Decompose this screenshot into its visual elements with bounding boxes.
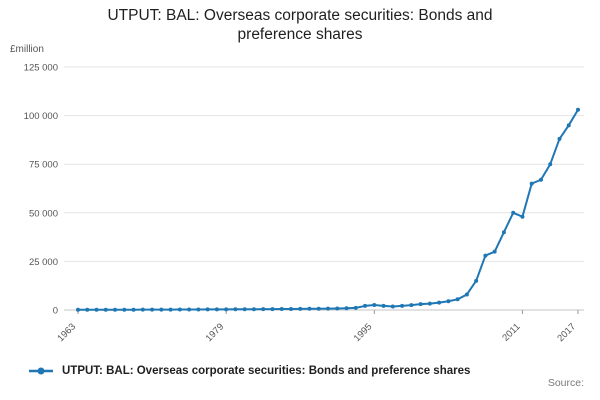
gridlines (64, 66, 584, 311)
legend-label: UTPUT: BAL: Overseas corporate securitie… (62, 365, 471, 377)
x-tick-label: 2011 (500, 321, 522, 343)
chart-title: UTPUT: BAL: Overseas corporate securitie… (107, 7, 493, 43)
y-axis-unit-label: £million (10, 44, 44, 55)
x-tick-label: 2017 (555, 321, 578, 344)
y-tick-label: 100 000 (24, 111, 58, 122)
legend-marker-icon (29, 367, 53, 375)
y-tick-label: 75 000 (29, 160, 58, 171)
y-tick-label: 0 (53, 306, 58, 317)
y-tick-label: 25 000 (29, 257, 58, 268)
source-label: Source: (547, 377, 584, 389)
x-tick-label: 1995 (352, 321, 375, 344)
x-tick-label: 1963 (55, 321, 78, 344)
y-tick-label: 50 000 (29, 208, 58, 219)
y-tick-label: 125 000 (24, 63, 58, 74)
legend: UTPUT: BAL: Overseas corporate securitie… (28, 363, 470, 379)
data-line (77, 108, 579, 311)
line-chart: 0 25 000 50 000 75 000 100 000 125 000 1963 197… (24, 63, 584, 344)
y-axis-labels: 0 25 000 50 000 75 000 100 000 125 000 (24, 63, 58, 317)
data-markers (76, 107, 580, 312)
x-axis-labels: 1963 1979 1995 2011 2017 (55, 321, 578, 344)
x-tick-label: 1979 (204, 321, 227, 344)
